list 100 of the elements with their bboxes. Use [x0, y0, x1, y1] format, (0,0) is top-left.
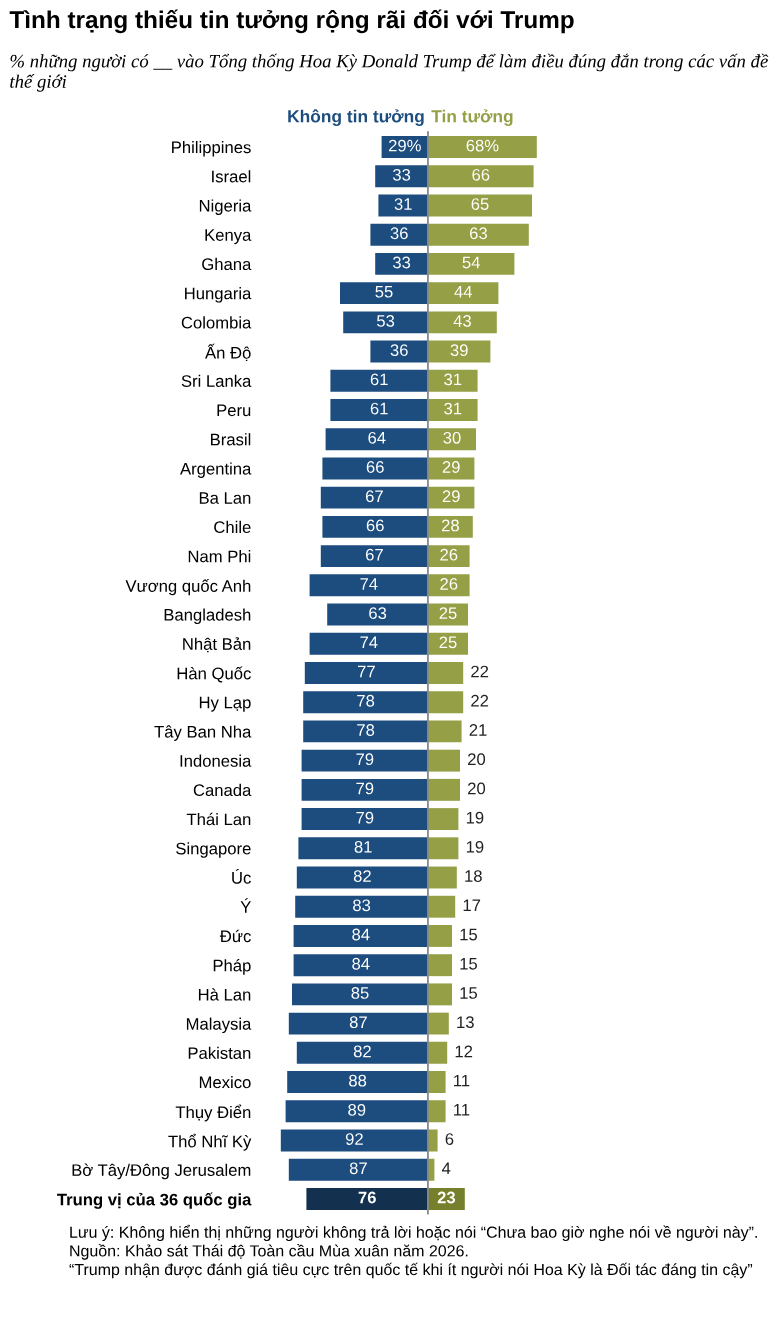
data-label: 39 [450, 344, 468, 357]
data-label: 54 [462, 256, 480, 269]
data-label: 65 [471, 198, 489, 210]
data-label: 84 [352, 957, 370, 970]
data-label: 87 [349, 1016, 367, 1029]
y-tick-label: Ấn Độ [205, 343, 251, 362]
y-tick-label: Colombia [181, 316, 252, 329]
y-tick-label: Philippines [172, 140, 251, 157]
bar [428, 720, 462, 743]
data-label: 17 [463, 899, 481, 912]
y-tick-label: Malaysia [186, 1017, 252, 1034]
y-tick-label: Thái Lan [186, 812, 251, 826]
y-tick-label: Mexico [199, 1076, 251, 1089]
data-label: 19 [466, 840, 484, 853]
data-label: 28 [441, 519, 459, 532]
y-tick-label: Trung vị của 36 quốc gia [57, 1192, 252, 1209]
data-label: 21 [469, 724, 487, 736]
data-label: 92 [345, 1133, 363, 1145]
y-tick-label: Hà Lan [198, 988, 251, 1001]
bar [428, 866, 457, 889]
data-label: 18 [465, 870, 482, 882]
y-tick-label: Israel [212, 170, 251, 183]
bar [428, 778, 460, 801]
bar [428, 1129, 438, 1152]
data-label: 67 [365, 490, 383, 503]
data-label: 63 [469, 227, 487, 240]
bar [428, 837, 459, 860]
data-label: 81 [354, 840, 372, 853]
bar [428, 1071, 446, 1094]
text: Nguồn: Khảo sát Thái độ Toàn cầu Mùa xuân năm 2026. [70, 1244, 468, 1260]
y-tick-label: Thụy Điển [175, 1104, 251, 1122]
data-label: 79 [356, 753, 374, 766]
y-tick-label: Indonesia [180, 754, 252, 767]
bar [428, 749, 460, 772]
data-label: 19 [466, 811, 484, 824]
bar [428, 662, 464, 684]
y-tick-label: Singapore [176, 842, 251, 858]
bar [428, 691, 464, 714]
chart-title: Tình trạng thiếu tin tưởng rộng rãi đối với Trump [9, 9, 574, 34]
data-label: 33 [392, 256, 411, 269]
bar [428, 954, 452, 977]
data-label: 26 [440, 577, 458, 590]
data-label: 43 [453, 315, 471, 327]
y-tick-label: Hàn Quốc [177, 666, 251, 683]
y-tick-label: Sri Lanka [181, 374, 252, 387]
y-tick-label: Bờ Tây/Đông Jerusalem [72, 1163, 251, 1180]
data-label: 79 [356, 782, 374, 795]
data-label: 30 [443, 431, 461, 444]
y-tick-label: Ba Lan [199, 492, 251, 504]
data-label: 68% [466, 139, 499, 152]
data-label: 11 [454, 1104, 470, 1116]
y-tick-label: Argentina [180, 462, 252, 478]
data-label: 78 [357, 724, 375, 736]
data-label: 23 [437, 1191, 456, 1204]
data-label: 76 [358, 1191, 376, 1204]
data-label: 78 [357, 694, 375, 707]
data-label: 20 [468, 782, 486, 795]
chart-subtitle: % những người có __ vào Tổng thống Hoa Kỳ Donald Trump để làm điều đúng đắn trong các vấn đề thế giới [10, 53, 769, 92]
data-label: 82 [353, 870, 371, 882]
y-tick-label: Tây Ban Nha [154, 725, 252, 741]
data-label: 31 [394, 198, 412, 210]
data-label: 4 [441, 1162, 451, 1175]
bar [428, 1041, 448, 1064]
y-tick-label: Chile [214, 520, 251, 534]
data-label: 66 [472, 168, 490, 181]
data-label: 63 [369, 607, 387, 620]
y-tick-label: Ý [240, 898, 251, 913]
data-label: 66 [366, 519, 384, 532]
y-tick-label: Kenya [205, 229, 252, 245]
data-label: 83 [353, 899, 371, 912]
bar [428, 895, 456, 918]
data-label: 13 [457, 1016, 474, 1029]
data-label: 53 [377, 315, 395, 327]
data-label: 15 [460, 987, 478, 999]
data-label: 11 [454, 1074, 470, 1087]
data-label: 15 [460, 958, 478, 970]
y-tick-label: Canada [193, 783, 252, 797]
data-label: 66 [366, 461, 384, 473]
data-label: 26 [440, 548, 458, 561]
bar [428, 808, 459, 831]
y-tick-label: Nhật Bản [183, 637, 251, 653]
data-label: 36 [390, 344, 408, 357]
y-tick-label: Hungaria [185, 287, 252, 303]
data-label: 55 [375, 285, 393, 298]
bar [428, 924, 452, 947]
y-tick-label: Brasil [211, 433, 251, 446]
data-label: 6 [445, 1133, 454, 1145]
y-tick-label: Pháp [213, 959, 251, 975]
data-label: 84 [352, 928, 370, 941]
series-label: Tin tưởng [431, 109, 513, 126]
y-tick-label: Ghana [202, 257, 252, 271]
data-label: 25 [439, 636, 457, 649]
y-tick-label: Úc [232, 869, 251, 884]
data-label: 20 [468, 753, 486, 766]
y-tick-label: Nigeria [199, 199, 252, 215]
y-tick-label: Đức [219, 929, 251, 943]
data-label: 64 [368, 431, 386, 444]
y-tick-label: Thổ Nhĩ Kỳ [168, 1133, 252, 1151]
data-label: 44 [454, 285, 472, 298]
data-label: 85 [351, 987, 369, 999]
